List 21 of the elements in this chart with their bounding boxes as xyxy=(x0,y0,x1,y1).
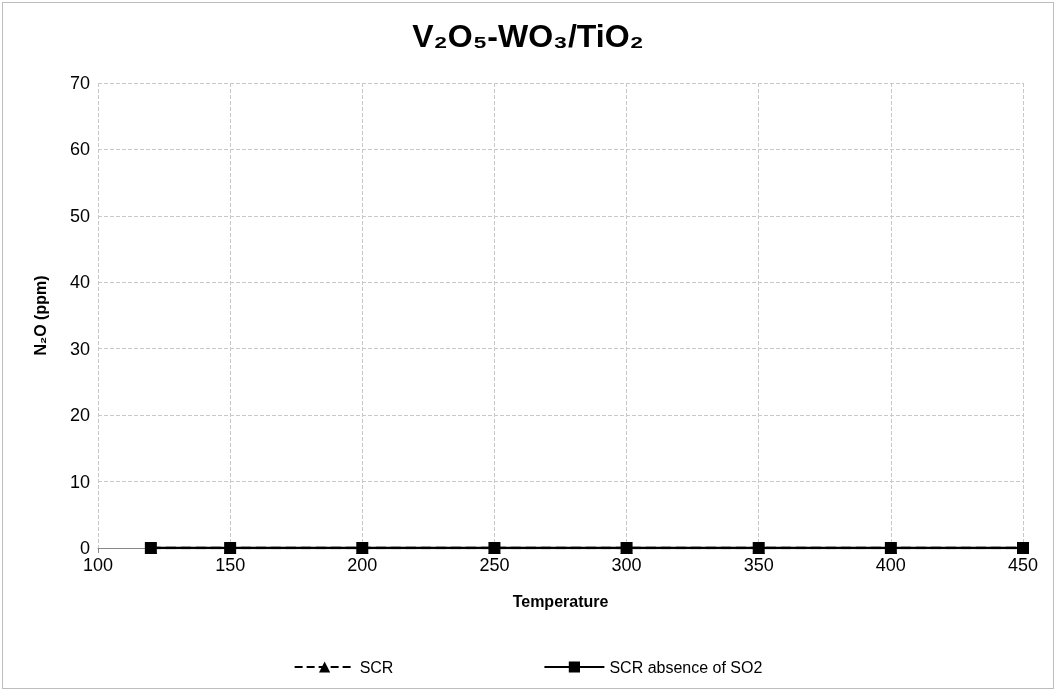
x-tick-label: 350 xyxy=(743,555,774,575)
x-axis-title: Temperature xyxy=(512,592,609,610)
y-tick-label: 50 xyxy=(69,205,90,226)
y-tick-label: 10 xyxy=(69,471,90,492)
chart-title: V₂O₅-WO₃/TiO₂ xyxy=(412,18,644,54)
y-tick-label: 40 xyxy=(69,272,90,293)
y-tick-label: 60 xyxy=(69,139,90,160)
y-tick-label: 0 xyxy=(79,538,90,558)
x-tick-label: 450 xyxy=(1007,555,1039,575)
legend-label: SCR absence of SO2 xyxy=(609,658,763,676)
x-tick-label: 200 xyxy=(347,555,378,575)
x-tick-label: 250 xyxy=(479,555,510,575)
y-axis-title: N₂O (ppm) xyxy=(31,275,49,356)
x-tick-label: 150 xyxy=(215,555,246,575)
x-tick-label: 400 xyxy=(875,555,906,575)
x-tick-label: 100 xyxy=(82,555,114,575)
y-tick-label: 70 xyxy=(69,73,90,93)
y-tick-label: 30 xyxy=(69,338,90,359)
legend-label: SCR xyxy=(359,658,394,676)
x-tick-label: 300 xyxy=(611,555,642,575)
y-tick-label: 20 xyxy=(69,405,90,426)
